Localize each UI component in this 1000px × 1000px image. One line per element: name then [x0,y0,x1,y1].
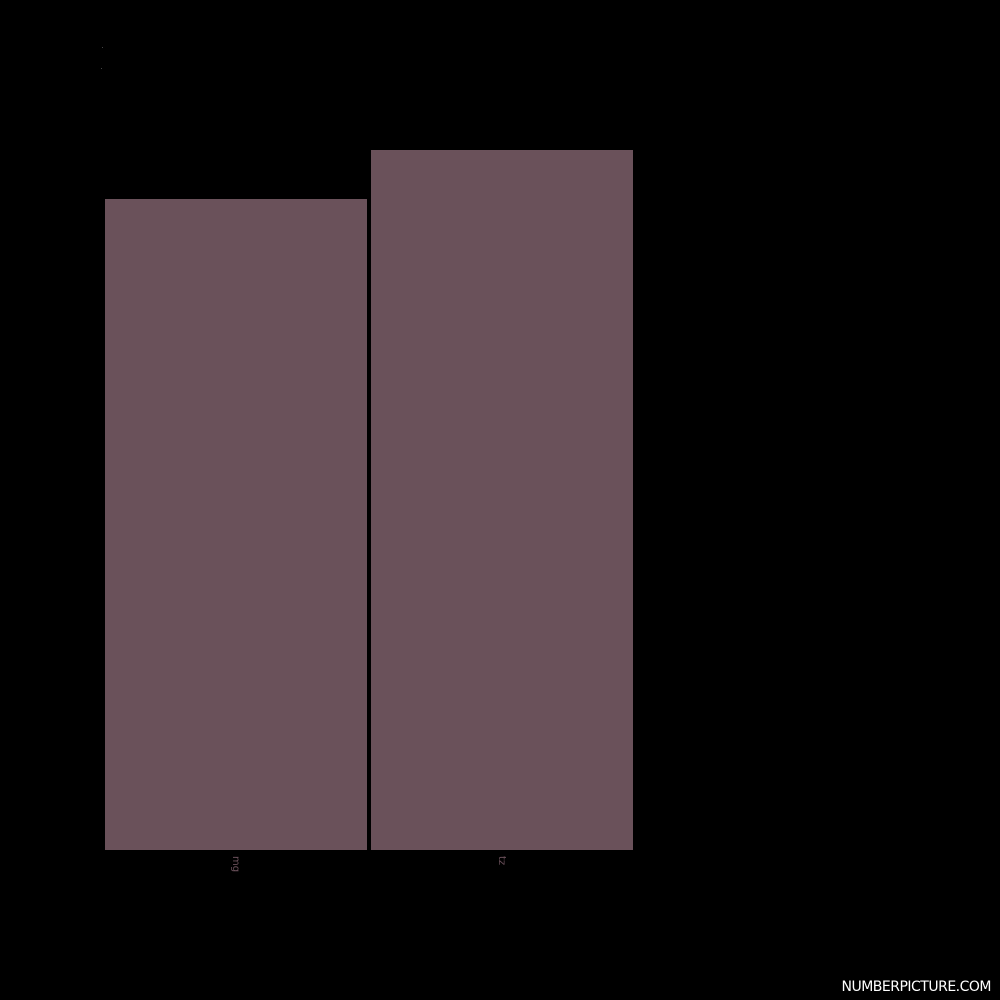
x-tick-label-tz: tz [496,856,507,865]
x-tick-label-mg: mg [230,856,241,872]
bar-tz [371,150,633,850]
bar-mg [105,199,367,850]
corner-mark-bottom [101,68,102,69]
corner-mark-top [102,47,103,48]
watermark-text: NUMBERPICTURE.COM [841,979,991,995]
x-tick-labels: mg tz [230,856,507,872]
bars-group [105,150,633,850]
